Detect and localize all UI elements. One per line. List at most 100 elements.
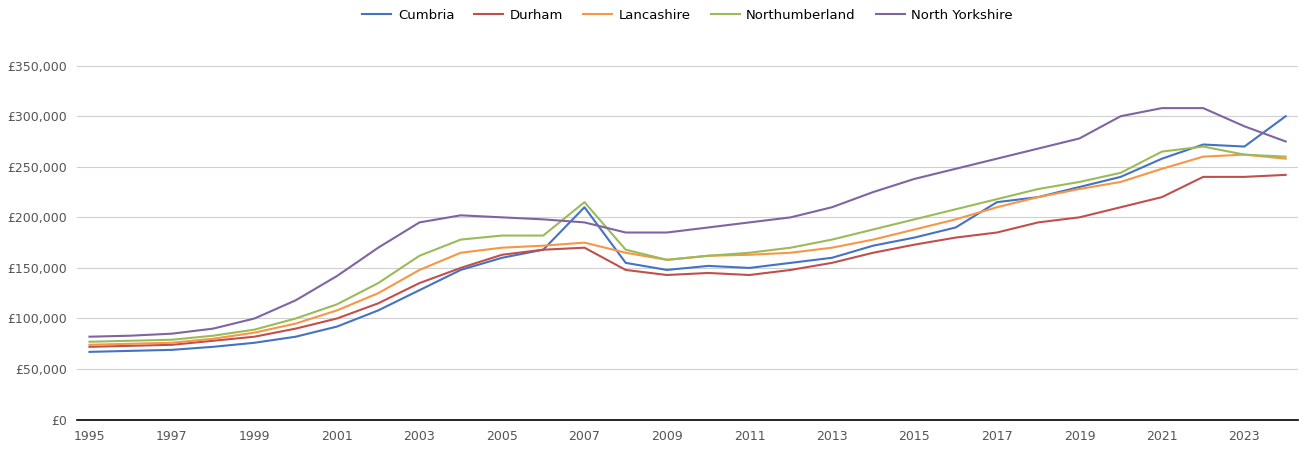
Durham (123, 343, 138, 348)
Lancashire (907, 227, 923, 232)
Lancashire (1195, 154, 1211, 159)
North Yorkshire (411, 220, 427, 225)
North Yorkshire (659, 230, 675, 235)
North Yorkshire (577, 220, 592, 225)
Durham (453, 265, 468, 270)
North Yorkshire (1195, 105, 1211, 111)
Lancashire (741, 252, 757, 257)
Lancashire (205, 336, 221, 342)
Lancashire (947, 216, 963, 222)
Lancashire (577, 240, 592, 245)
Durham (1195, 174, 1211, 180)
North Yorkshire (947, 166, 963, 171)
Northumberland (825, 237, 840, 242)
North Yorkshire (783, 215, 799, 220)
Durham (329, 316, 345, 321)
Legend: Cumbria, Durham, Lancashire, Northumberland, North Yorkshire: Cumbria, Durham, Lancashire, Northumberl… (358, 3, 1018, 27)
Northumberland (288, 316, 304, 321)
Durham (865, 250, 881, 256)
Durham (741, 272, 757, 278)
North Yorkshire (164, 331, 180, 336)
Lancashire (535, 243, 551, 248)
Durham (577, 245, 592, 250)
Cumbria (1195, 142, 1211, 147)
Durham (371, 301, 386, 306)
Cumbria (1154, 156, 1169, 162)
Northumberland (577, 199, 592, 205)
North Yorkshire (329, 273, 345, 279)
Cumbria (865, 243, 881, 248)
North Yorkshire (535, 216, 551, 222)
Line: Durham: Durham (90, 175, 1285, 347)
Northumberland (1195, 144, 1211, 149)
North Yorkshire (1113, 113, 1129, 119)
Lancashire (701, 253, 716, 258)
Lancashire (329, 308, 345, 313)
Lancashire (617, 250, 633, 256)
Durham (247, 334, 262, 339)
Durham (659, 272, 675, 278)
North Yorkshire (741, 220, 757, 225)
Northumberland (989, 197, 1005, 202)
Cumbria (1071, 184, 1087, 190)
Northumberland (865, 227, 881, 232)
North Yorkshire (288, 297, 304, 303)
Lancashire (1031, 194, 1047, 200)
Cumbria (1031, 194, 1047, 200)
Lancashire (495, 245, 510, 250)
Durham (82, 344, 98, 350)
Northumberland (947, 207, 963, 212)
Durham (947, 235, 963, 240)
North Yorkshire (1154, 105, 1169, 111)
Northumberland (371, 280, 386, 286)
North Yorkshire (825, 205, 840, 210)
Durham (1237, 174, 1253, 180)
Northumberland (907, 216, 923, 222)
Lancashire (989, 205, 1005, 210)
Cumbria (288, 334, 304, 339)
North Yorkshire (989, 156, 1005, 162)
North Yorkshire (1278, 139, 1293, 144)
Durham (989, 230, 1005, 235)
Northumberland (1031, 186, 1047, 192)
North Yorkshire (701, 225, 716, 230)
Cumbria (907, 235, 923, 240)
Lancashire (411, 267, 427, 273)
Northumberland (659, 257, 675, 262)
Northumberland (701, 253, 716, 258)
Lancashire (247, 330, 262, 335)
Durham (907, 242, 923, 248)
Durham (1071, 215, 1087, 220)
Line: Lancashire: Lancashire (90, 155, 1285, 345)
Cumbria (82, 349, 98, 355)
Line: Cumbria: Cumbria (90, 116, 1285, 352)
Northumberland (329, 302, 345, 307)
Durham (535, 247, 551, 252)
Durham (288, 326, 304, 331)
Lancashire (1278, 156, 1293, 162)
North Yorkshire (617, 230, 633, 235)
North Yorkshire (495, 215, 510, 220)
Cumbria (164, 347, 180, 352)
Durham (495, 252, 510, 257)
Northumberland (411, 253, 427, 258)
Northumberland (205, 333, 221, 338)
Cumbria (247, 340, 262, 346)
Lancashire (453, 250, 468, 256)
Durham (701, 270, 716, 276)
North Yorkshire (1031, 146, 1047, 151)
Cumbria (205, 344, 221, 350)
Northumberland (1113, 170, 1129, 176)
Northumberland (1278, 154, 1293, 159)
Northumberland (741, 250, 757, 256)
Durham (411, 280, 427, 286)
Cumbria (329, 324, 345, 329)
North Yorkshire (82, 334, 98, 339)
Northumberland (453, 237, 468, 242)
Lancashire (82, 342, 98, 347)
Durham (1031, 220, 1047, 225)
Cumbria (535, 247, 551, 252)
Cumbria (741, 265, 757, 270)
Lancashire (1071, 186, 1087, 192)
Northumberland (1237, 152, 1253, 158)
